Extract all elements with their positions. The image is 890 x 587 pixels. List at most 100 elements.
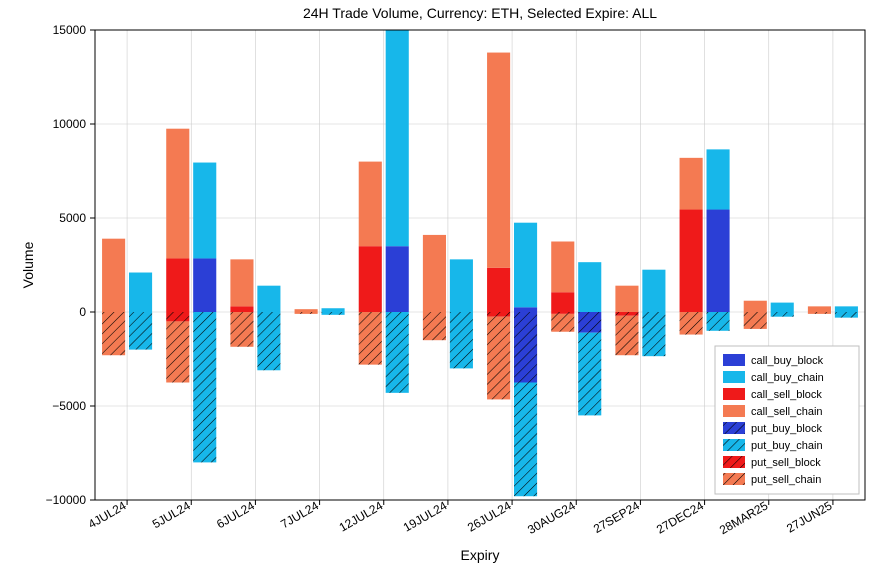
bar-call_sell_chain — [166, 129, 189, 259]
bar-call_buy_chain — [771, 303, 794, 312]
bar-put_buy_block — [578, 312, 601, 333]
x-tick-label: 7JUL24 — [278, 498, 321, 531]
bar-put_sell_chain — [230, 312, 253, 347]
legend-label: put_buy_block — [751, 423, 822, 435]
y-tick-label: −5000 — [52, 399, 86, 413]
bar-call_buy_chain — [193, 163, 216, 259]
bar-put_sell_chain — [551, 314, 574, 332]
bar-call_sell_block — [166, 258, 189, 312]
x-tick-label: 4JUL24 — [86, 498, 129, 531]
bar-call_sell_chain — [551, 242, 574, 293]
bar-put_buy_block — [514, 312, 537, 383]
bar-call_sell_chain — [423, 235, 446, 312]
bar-put_sell_chain — [359, 312, 382, 365]
legend-label: call_buy_block — [751, 355, 824, 367]
bar-call_sell_block — [359, 246, 382, 312]
bar-call_buy_chain — [578, 262, 601, 312]
bar-call_buy_chain — [386, 30, 409, 246]
bar-put_sell_chain — [487, 317, 510, 400]
bar-call_buy_chain — [642, 270, 665, 312]
bar-put_buy_chain — [771, 312, 794, 317]
bar-put_buy_chain — [257, 312, 280, 370]
bar-put_buy_chain — [835, 312, 858, 318]
x-tick-label: 27SEP24 — [591, 498, 642, 536]
x-tick-label: 5JUL24 — [150, 498, 193, 531]
legend-label: call_sell_chain — [751, 406, 823, 418]
x-tick-label: 6JUL24 — [214, 498, 257, 531]
chart-container: −10000 −5000 0 5000 10000 15000 4JUL24 5JUL24 6J… — [0, 0, 890, 587]
y-tick-label: −10000 — [46, 493, 87, 507]
y-tick-label: 5000 — [59, 211, 86, 225]
bar-put_sell_chain — [102, 312, 125, 355]
chart-title: 24H Trade Volume, Currency: ETH, Selecte… — [303, 5, 657, 21]
legend-label: put_buy_chain — [751, 440, 823, 452]
bar-call_sell_chain — [680, 158, 703, 210]
x-axis-label: Expiry — [461, 547, 500, 563]
legend-swatch — [723, 422, 745, 434]
bar-call_sell_block — [230, 306, 253, 312]
bar-put_sell_chain — [615, 316, 638, 355]
bar-put_sell_chain — [808, 312, 831, 314]
x-tick-label: 27JUN25 — [784, 498, 835, 535]
legend-swatch — [723, 371, 745, 383]
bar-put_sell_chain — [295, 312, 318, 314]
bar-put_sell_chain — [423, 312, 446, 340]
bar-put_buy_chain — [386, 312, 409, 393]
legend-label: put_sell_chain — [751, 474, 821, 486]
bar-call_sell_chain — [487, 53, 510, 268]
legend — [715, 346, 859, 494]
bar-call_buy_chain — [707, 149, 730, 209]
y-tick-label: 10000 — [53, 117, 87, 131]
x-tick-label: 30AUG24 — [525, 498, 578, 537]
y-tick-label: 15000 — [53, 23, 87, 37]
bar-put_sell_chain — [744, 312, 767, 329]
bar-call_sell_chain — [808, 306, 831, 312]
bar-call_buy_block — [386, 246, 409, 312]
legend-swatch — [723, 388, 745, 400]
legend-swatch — [723, 473, 745, 485]
bar-call_buy_block — [707, 210, 730, 312]
chart-svg: −10000 −5000 0 5000 10000 15000 4JUL24 5JUL24 6J… — [0, 0, 890, 587]
legend-swatch — [723, 354, 745, 366]
x-tick-label: 26JUL24 — [465, 498, 514, 534]
x-tick-label: 19JUL24 — [401, 498, 450, 534]
bar-put_buy_chain — [642, 312, 665, 356]
bar-put_sell_chain — [680, 312, 703, 335]
bar-call_buy_chain — [450, 259, 473, 312]
bar-put_buy_chain — [129, 312, 152, 350]
bar-call_sell_chain — [359, 162, 382, 247]
bar-put_buy_chain — [193, 312, 216, 462]
bar-call_buy_chain — [129, 273, 152, 312]
legend-label: put_sell_block — [751, 457, 821, 469]
bar-put_sell_chain — [166, 321, 189, 382]
bar-call_sell_chain — [744, 301, 767, 312]
bar-put_buy_chain — [707, 312, 730, 331]
bar-call_buy_chain — [514, 223, 537, 308]
bar-put_sell_block — [487, 312, 510, 317]
legend-swatch — [723, 405, 745, 417]
x-tick-label: 28MAR25 — [717, 498, 770, 537]
y-tick-label: 0 — [79, 305, 86, 319]
bar-call_buy_block — [514, 307, 537, 312]
bar-call_sell_chain — [230, 259, 253, 306]
x-tick-label: 12JUL24 — [337, 498, 386, 534]
bar-call_sell_block — [680, 210, 703, 312]
bar-call_sell_block — [551, 292, 574, 312]
bar-put_buy_chain — [322, 312, 345, 315]
y-axis-label: Volume — [20, 241, 36, 288]
bar-call_buy_block — [193, 258, 216, 312]
bar-call_sell_chain — [615, 286, 638, 312]
bar-call_sell_chain — [102, 239, 125, 312]
legend-label: call_sell_block — [751, 389, 822, 401]
bar-call_buy_chain — [257, 286, 280, 312]
legend-swatch — [723, 439, 745, 451]
x-tick-label: 27DEC24 — [654, 498, 706, 536]
bar-call_sell_block — [487, 268, 510, 312]
bar-put_buy_chain — [578, 333, 601, 416]
legend-label: call_buy_chain — [751, 372, 824, 384]
bar-put_sell_block — [166, 312, 189, 321]
bar-call_buy_chain — [322, 308, 345, 312]
bar-put_sell_block — [615, 312, 638, 316]
bar-put_sell_block — [551, 312, 574, 314]
bar-call_buy_chain — [835, 306, 858, 312]
